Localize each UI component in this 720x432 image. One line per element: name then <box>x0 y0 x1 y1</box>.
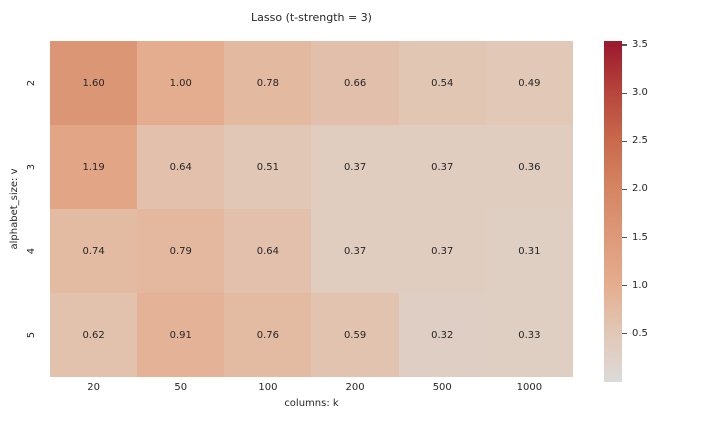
chart-title: Lasso (t-strength = 3) <box>251 11 372 24</box>
colorbar-tick-mark <box>622 44 627 46</box>
heatmap-cell: 0.62 <box>50 293 138 377</box>
heatmap-cell: 0.79 <box>137 209 225 293</box>
colorbar-tick-label: 1.5 <box>632 231 648 243</box>
heatmap-cell: 0.59 <box>311 293 399 377</box>
colorbar-tick-label: 2.5 <box>632 135 648 147</box>
x-axis-ticks: 20 50 100 200 500 1000 <box>50 382 573 396</box>
colorbar-tick-label: 3.0 <box>632 87 648 98</box>
heatmap-cell: 0.74 <box>50 209 138 293</box>
x-tick-label: 100 <box>258 382 278 393</box>
x-tick-label: 200 <box>345 382 365 393</box>
heatmap-cell: 0.37 <box>398 125 486 209</box>
x-tick-label: 500 <box>432 382 452 393</box>
heatmap-cell: 0.91 <box>137 293 225 377</box>
heatmap-grid: 1.60 1.00 0.78 0.66 0.54 0.49 1.19 0.64 0.51 0.37… <box>50 41 573 377</box>
colorbar-tick-mark <box>622 92 627 94</box>
colorbar-tick-label: 3.5 <box>632 38 648 50</box>
x-axis-label: columns: k <box>284 398 339 409</box>
heatmap-cell: 1.19 <box>50 125 138 209</box>
x-tick-label: 1000 <box>516 382 543 393</box>
heatmap-cell: 1.60 <box>50 41 138 125</box>
heatmap-cell: 0.78 <box>224 41 312 125</box>
heatmap-cell: 0.66 <box>311 41 399 125</box>
heatmap-cell: 0.33 <box>485 293 573 377</box>
heatmap-cell: 0.51 <box>224 125 312 209</box>
x-tick-label: 20 <box>87 382 100 393</box>
colorbar-tick-mark <box>622 188 627 190</box>
colorbar-tick-mark <box>622 237 627 239</box>
colorbar-tick-label: 2.0 <box>632 183 648 195</box>
heatmap-cell: 0.37 <box>311 125 399 209</box>
heatmap-cell: 0.32 <box>398 293 486 377</box>
heatmap-cell: 0.64 <box>137 125 225 209</box>
colorbar-tick-label: 1.0 <box>632 279 648 291</box>
colorbar-tick-label: 0.5 <box>632 327 648 339</box>
x-tick-label: 50 <box>174 382 188 393</box>
heatmap-cell: 0.54 <box>398 41 486 125</box>
colorbar-gradient <box>604 41 622 382</box>
colorbar-tick-mark <box>622 285 627 287</box>
colorbar-ticks: 3.5 3.0 2.5 2.0 1.5 1.0 0.5 <box>622 38 682 382</box>
heatmap-cell: 0.37 <box>398 209 486 293</box>
heatmap-cell: 0.49 <box>485 41 573 125</box>
heatmap-cell: 0.36 <box>485 125 573 209</box>
heatmap-cell: 0.64 <box>224 209 312 293</box>
heatmap-cell: 0.31 <box>485 209 573 293</box>
colorbar-tick-mark <box>622 333 627 335</box>
heatmap-cell: 0.37 <box>311 209 399 293</box>
heatmap-cell: 0.76 <box>224 293 312 377</box>
heatmap-cell: 1.00 <box>137 41 225 125</box>
colorbar-tick-mark <box>622 140 627 142</box>
